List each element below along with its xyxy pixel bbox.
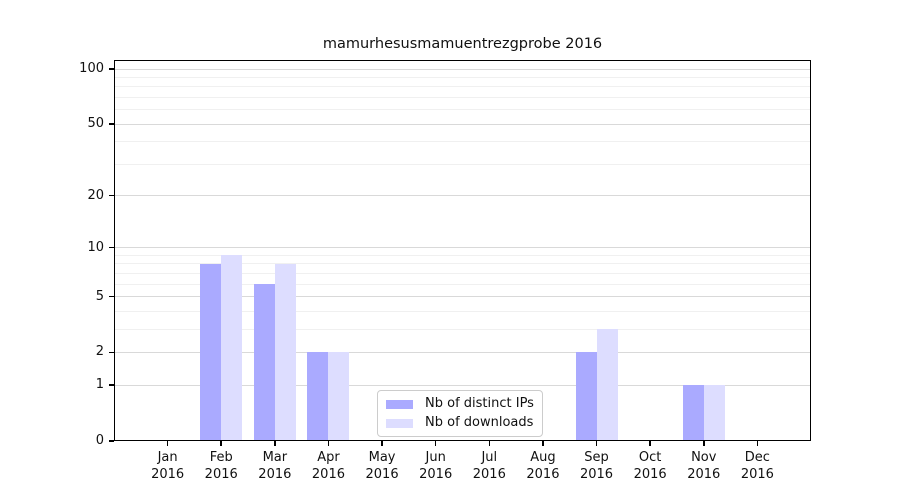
bar-downloads-sep [596, 329, 618, 441]
y-tick-label: 10 [87, 239, 104, 255]
y-tick-label: 20 [87, 187, 104, 203]
bar-distinct-ips-nov [682, 385, 704, 441]
x-tick-label: Apr 2016 [311, 450, 345, 482]
y-tick-label: 2 [95, 344, 104, 360]
x-tick-label: Aug 2016 [526, 450, 560, 482]
x-tick-label: Nov 2016 [687, 450, 721, 482]
x-tick-label: Sep 2016 [579, 450, 614, 482]
legend-entry-downloads: Nb of downloads [386, 415, 534, 430]
gridline-minor [114, 96, 811, 98]
gridline-major [114, 68, 811, 70]
bar-downloads-mar [274, 263, 296, 441]
y-tick [109, 351, 114, 354]
gridline-major [114, 384, 811, 386]
x-tick [327, 441, 330, 446]
x-tick-label: Oct 2016 [633, 450, 667, 482]
bar-distinct-ips-apr [307, 352, 329, 441]
x-tick [649, 441, 651, 446]
y-tick [109, 246, 114, 249]
x-tick [488, 441, 491, 446]
x-tick [756, 441, 759, 446]
y-tick [109, 295, 114, 298]
bar-distinct-ips-sep [575, 352, 597, 441]
y-tick [109, 384, 114, 386]
x-tick-label: Jun 2016 [419, 450, 453, 482]
legend-swatch-distinct-ips [386, 399, 413, 409]
gridline-minor [114, 254, 811, 256]
x-tick-label: Feb 2016 [204, 450, 238, 482]
bar-downloads-nov [703, 385, 725, 441]
gridline-minor [114, 328, 811, 330]
legend-swatch-downloads [386, 418, 413, 428]
bar-distinct-ips-feb [200, 263, 222, 441]
x-tick [166, 441, 169, 446]
y-tick-label: 50 [87, 116, 104, 132]
gridline-minor [114, 76, 811, 78]
y-tick [109, 440, 114, 442]
gridline-major [114, 351, 811, 353]
gridline-minor [114, 141, 811, 143]
y-tick-label: 1 [95, 377, 104, 393]
gridline-minor [114, 86, 811, 88]
plot-area: 0 1 2 5 10 20 50 100 Jan 2016 Feb 2016 Mar 2016 Ap… [79, 60, 811, 482]
bar-downloads-feb [221, 255, 243, 441]
x-tick [703, 441, 705, 446]
y-tick-label: 5 [95, 288, 104, 304]
bar-downloads-apr [328, 352, 350, 441]
x-tick [542, 441, 544, 446]
x-tick [274, 441, 276, 446]
legend-label-downloads: Nb of downloads [425, 415, 534, 430]
gridline-minor [114, 263, 811, 265]
x-tick-label: Jul 2016 [472, 450, 506, 482]
bar-distinct-ips-mar [253, 284, 275, 441]
y-tick-label: 100 [79, 61, 104, 77]
x-tick [220, 441, 222, 446]
gridline-minor [114, 109, 811, 111]
gridline-major [114, 123, 811, 125]
gridline-major [114, 247, 811, 249]
x-tick [381, 441, 383, 446]
y-tick [109, 68, 114, 70]
y-tick [109, 123, 114, 125]
y-tick [109, 194, 114, 197]
x-tick [434, 441, 437, 446]
chart-title: mamurhesusmamuentrezgprobe 2016 [322, 36, 603, 52]
x-tick-label: Jan 2016 [151, 450, 185, 482]
x-tick [595, 441, 598, 446]
legend-entry-distinct-ips: Nb of distinct IPs [386, 396, 534, 411]
gridline-minor [114, 310, 811, 312]
gridline-major [114, 195, 811, 197]
gridline-minor [114, 272, 811, 274]
gridline-minor [114, 163, 811, 165]
x-tick-label: Dec 2016 [740, 450, 774, 482]
x-tick-label: May 2016 [365, 450, 399, 482]
gridline-major [114, 296, 811, 298]
legend: Nb of distinct IPs Nb of downloads [377, 390, 543, 437]
y-tick-label: 0 [95, 433, 104, 448]
gridline-minor [114, 283, 811, 285]
legend-label-distinct-ips: Nb of distinct IPs [425, 396, 534, 411]
x-tick-label: Mar 2016 [258, 450, 292, 482]
